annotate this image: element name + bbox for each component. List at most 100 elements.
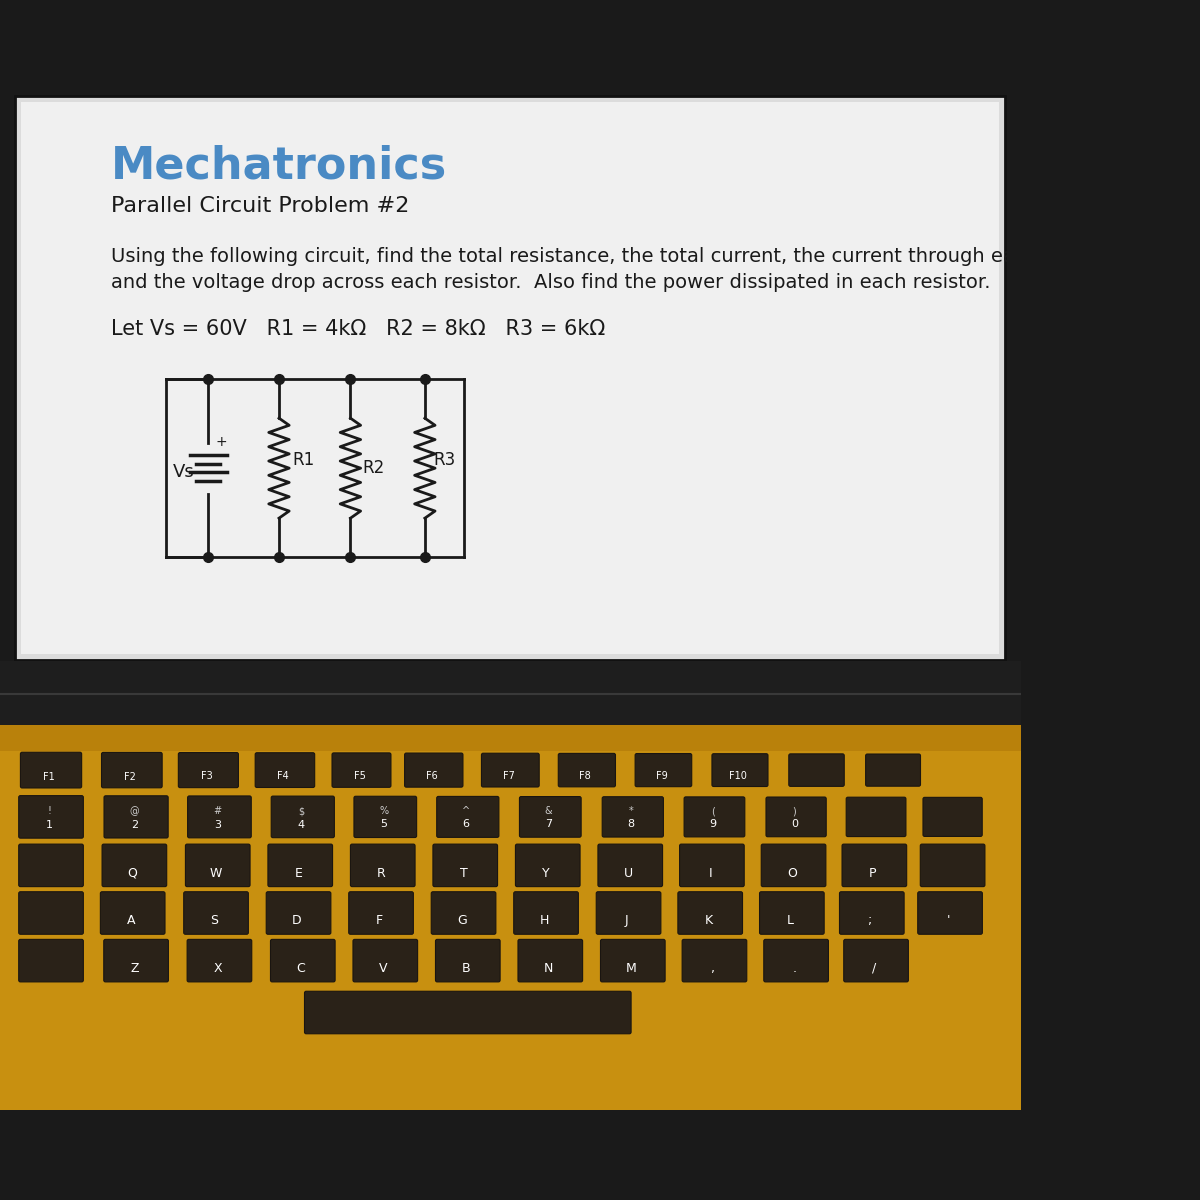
Text: ^: ^ xyxy=(462,806,470,816)
FancyBboxPatch shape xyxy=(598,844,662,887)
FancyBboxPatch shape xyxy=(268,844,332,887)
FancyBboxPatch shape xyxy=(712,754,768,786)
Text: F8: F8 xyxy=(580,772,592,781)
Text: B: B xyxy=(462,962,470,974)
Text: Y: Y xyxy=(542,866,550,880)
Bar xyxy=(0,725,1021,750)
FancyBboxPatch shape xyxy=(354,797,416,838)
FancyBboxPatch shape xyxy=(635,754,691,787)
Text: 0: 0 xyxy=(791,820,798,829)
Text: !: ! xyxy=(47,806,52,816)
FancyBboxPatch shape xyxy=(518,940,583,982)
Text: Using the following circuit, find the total resistance, the total current, the c: Using the following circuit, find the to… xyxy=(110,247,1117,266)
FancyBboxPatch shape xyxy=(682,940,746,982)
Text: E: E xyxy=(295,866,302,880)
Text: .: . xyxy=(792,962,797,974)
Text: 7: 7 xyxy=(545,820,552,829)
FancyBboxPatch shape xyxy=(179,752,239,787)
FancyBboxPatch shape xyxy=(305,991,631,1033)
Text: F7: F7 xyxy=(503,772,515,781)
Text: +: + xyxy=(215,434,227,449)
FancyBboxPatch shape xyxy=(920,844,985,887)
FancyBboxPatch shape xyxy=(558,754,616,787)
Bar xyxy=(0,661,1021,725)
Text: F2: F2 xyxy=(124,772,136,781)
FancyBboxPatch shape xyxy=(187,940,252,982)
FancyBboxPatch shape xyxy=(923,797,983,836)
Text: 6: 6 xyxy=(462,820,469,829)
Text: F5: F5 xyxy=(354,772,366,781)
Text: ): ) xyxy=(792,806,797,816)
FancyBboxPatch shape xyxy=(102,752,162,788)
Text: F4: F4 xyxy=(277,772,289,781)
FancyBboxPatch shape xyxy=(600,940,665,982)
Text: O: O xyxy=(787,866,797,880)
Text: D: D xyxy=(292,914,301,928)
FancyBboxPatch shape xyxy=(104,796,168,838)
Text: P: P xyxy=(869,866,876,880)
Text: T: T xyxy=(460,866,468,880)
Text: &: & xyxy=(545,806,552,816)
Text: K: K xyxy=(704,914,713,928)
FancyBboxPatch shape xyxy=(19,796,83,838)
Text: 8: 8 xyxy=(628,820,635,829)
Text: ,: , xyxy=(710,962,715,974)
FancyBboxPatch shape xyxy=(349,892,413,935)
FancyBboxPatch shape xyxy=(788,754,845,786)
FancyBboxPatch shape xyxy=(678,892,743,935)
Text: R3: R3 xyxy=(433,451,456,469)
FancyBboxPatch shape xyxy=(19,940,83,982)
FancyBboxPatch shape xyxy=(102,844,167,887)
FancyBboxPatch shape xyxy=(596,892,661,935)
Text: Mechatronics: Mechatronics xyxy=(110,145,446,188)
Text: G: G xyxy=(457,914,467,928)
Text: F: F xyxy=(376,914,383,928)
Text: @: @ xyxy=(130,806,139,816)
FancyBboxPatch shape xyxy=(520,797,581,838)
Bar xyxy=(0,725,1021,1110)
Bar xyxy=(22,102,1000,654)
FancyBboxPatch shape xyxy=(266,892,331,935)
Text: L: L xyxy=(787,914,793,928)
FancyBboxPatch shape xyxy=(350,844,415,887)
Text: F1: F1 xyxy=(43,772,55,781)
FancyBboxPatch shape xyxy=(186,844,250,887)
Text: Q: Q xyxy=(127,866,138,880)
FancyBboxPatch shape xyxy=(865,754,920,786)
Text: 9: 9 xyxy=(709,820,716,829)
FancyBboxPatch shape xyxy=(436,940,500,982)
Text: F6: F6 xyxy=(426,772,438,781)
FancyBboxPatch shape xyxy=(184,892,248,935)
Text: Parallel Circuit Problem #2: Parallel Circuit Problem #2 xyxy=(110,196,409,216)
Text: V: V xyxy=(379,962,388,974)
FancyBboxPatch shape xyxy=(332,752,391,787)
Text: 2: 2 xyxy=(131,820,138,829)
FancyBboxPatch shape xyxy=(516,844,580,887)
FancyBboxPatch shape xyxy=(761,844,826,887)
Text: %: % xyxy=(379,806,388,816)
Text: F10: F10 xyxy=(730,770,748,781)
FancyBboxPatch shape xyxy=(20,752,82,788)
FancyBboxPatch shape xyxy=(404,754,463,787)
FancyBboxPatch shape xyxy=(684,797,745,836)
Text: #: # xyxy=(214,806,222,816)
Bar xyxy=(16,96,1006,660)
Text: and the voltage drop across each resistor.  Also find the power dissipated in ea: and the voltage drop across each resisto… xyxy=(110,272,990,292)
FancyBboxPatch shape xyxy=(514,892,578,935)
Text: S: S xyxy=(210,914,218,928)
FancyBboxPatch shape xyxy=(19,892,83,935)
Text: R1: R1 xyxy=(293,451,314,469)
Text: 3: 3 xyxy=(215,820,221,829)
FancyBboxPatch shape xyxy=(353,940,418,982)
Text: Z: Z xyxy=(130,962,139,974)
Text: *: * xyxy=(629,806,634,816)
Text: (: ( xyxy=(710,806,715,816)
Text: F9: F9 xyxy=(656,772,667,781)
FancyBboxPatch shape xyxy=(433,844,498,887)
Text: ': ' xyxy=(947,914,950,928)
Text: $: $ xyxy=(298,806,304,816)
FancyBboxPatch shape xyxy=(679,844,744,887)
FancyBboxPatch shape xyxy=(19,844,83,887)
FancyBboxPatch shape xyxy=(187,796,251,838)
Text: W: W xyxy=(210,866,222,880)
